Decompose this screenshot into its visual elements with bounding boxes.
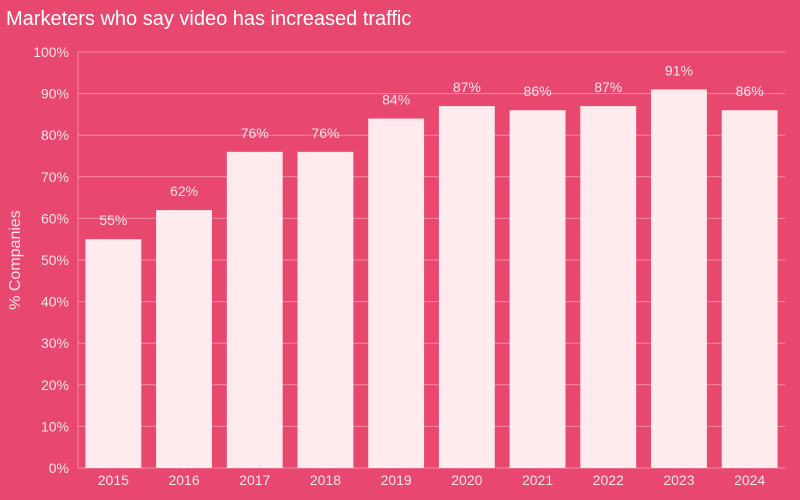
bar-value-label: 86%	[524, 83, 552, 99]
bar-2023	[651, 89, 707, 468]
y-axis-ticks: 0% 10% 20% 30% 40% 50% 60% 70% 80% 90% 100%	[33, 44, 69, 476]
bar-value-label: 84%	[382, 92, 410, 108]
bar-value-label: 76%	[311, 125, 339, 141]
bar-2022	[580, 106, 637, 468]
bar-value-label: 86%	[736, 83, 764, 99]
bar-value-labels: 55% 62% 76% 76% 84% 87% 86% 87% 91% 86%	[99, 62, 763, 228]
y-tick-label: 30%	[41, 335, 69, 351]
y-tick-label: 80%	[41, 127, 69, 143]
bar-2018	[297, 151, 354, 468]
x-tick-label: 2020	[451, 472, 482, 488]
x-tick-label: 2015	[98, 472, 129, 488]
x-tick-label: 2019	[381, 472, 412, 488]
x-tick-label: 2018	[310, 472, 341, 488]
bar-2019	[368, 118, 425, 468]
x-tick-label: 2021	[522, 472, 553, 488]
x-tick-label: 2017	[239, 472, 270, 488]
bar-value-label: 87%	[453, 79, 481, 95]
bar-2017	[226, 151, 283, 468]
x-tick-label: 2023	[663, 472, 694, 488]
y-tick-label: 90%	[41, 86, 69, 102]
x-tick-label: 2016	[168, 472, 199, 488]
bars	[85, 89, 778, 469]
y-tick-label: 50%	[41, 252, 69, 268]
bar-value-label: 55%	[99, 212, 127, 228]
y-axis-title: % Companies	[7, 210, 24, 310]
y-tick-label: 10%	[41, 418, 69, 434]
bar-value-label: 76%	[241, 125, 269, 141]
x-tick-label: 2022	[593, 472, 624, 488]
chart-title: Marketers who say video has increased tr…	[6, 8, 412, 30]
y-tick-label: 20%	[41, 377, 69, 393]
x-axis-ticks: 2015 2016 2017 2018 2019 2020 2021 2022 2023 2024	[98, 472, 766, 488]
bar-value-label: 87%	[594, 79, 622, 95]
y-tick-label: 70%	[41, 169, 69, 185]
bar-value-label: 91%	[665, 62, 693, 78]
y-tick-label: 100%	[33, 44, 69, 60]
y-tick-label: 60%	[41, 210, 69, 226]
bar-2021	[509, 110, 566, 469]
bar-2016	[156, 210, 212, 468]
bar-2020	[438, 106, 495, 468]
bar-value-label: 62%	[170, 183, 198, 199]
bar-2024	[721, 110, 778, 469]
bar-2015	[85, 239, 142, 468]
y-tick-label: 40%	[41, 294, 69, 310]
x-tick-label: 2024	[734, 472, 765, 488]
y-tick-label: 0%	[49, 460, 69, 476]
